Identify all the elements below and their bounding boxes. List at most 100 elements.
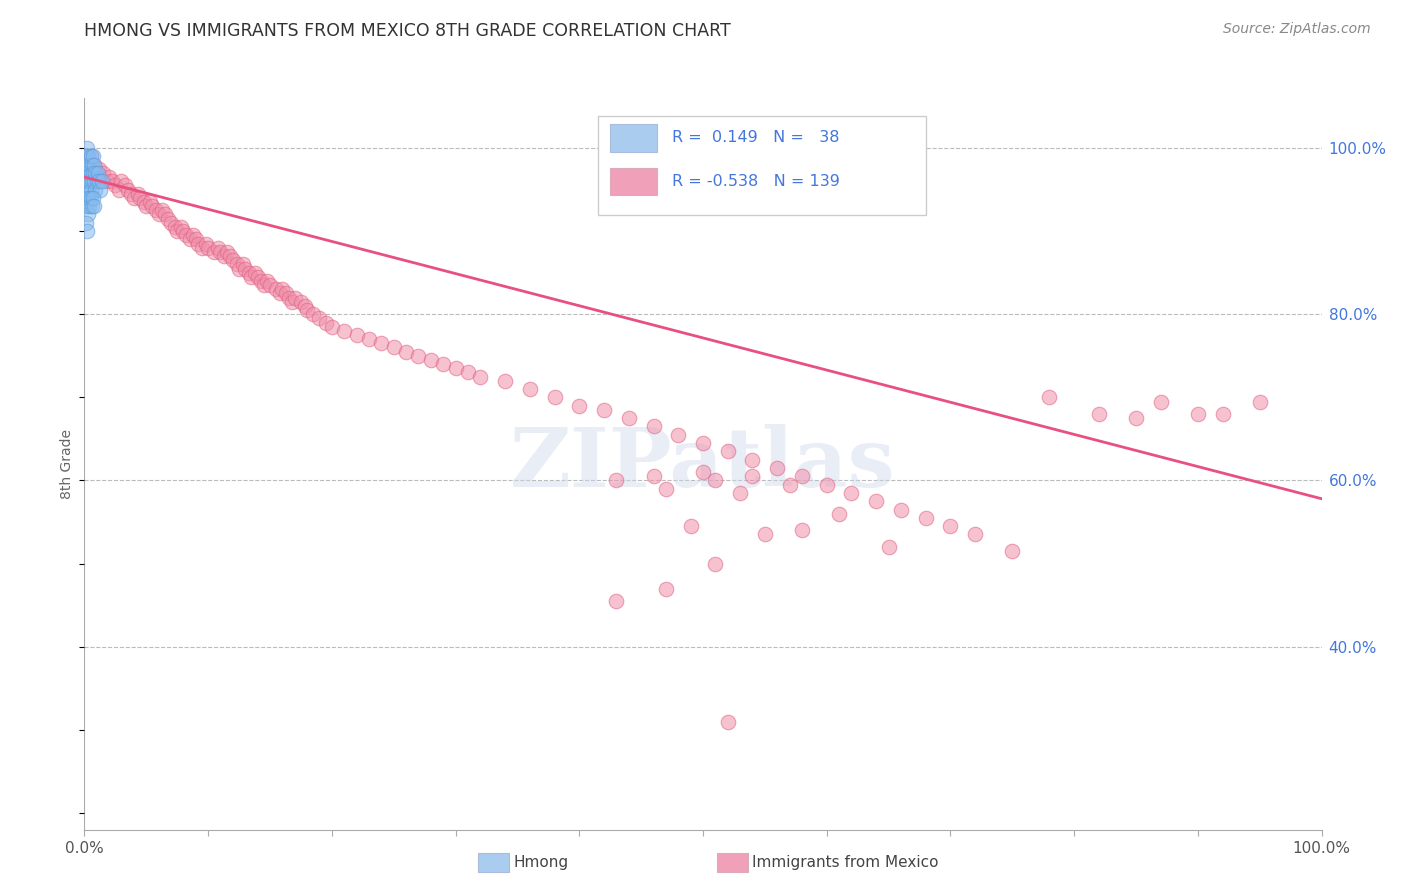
Point	[89, 183, 111, 197]
Point	[692, 465, 714, 479]
Point	[284, 291, 307, 305]
Point	[174, 228, 197, 243]
Point	[643, 419, 665, 434]
Point	[274, 286, 297, 301]
Point	[346, 328, 368, 343]
Point	[828, 507, 851, 521]
Point	[321, 319, 343, 334]
Point	[395, 344, 418, 359]
Point	[225, 257, 247, 271]
Point	[877, 540, 900, 554]
Point	[264, 282, 287, 296]
Point	[77, 183, 100, 197]
Point	[271, 282, 294, 296]
Point	[108, 183, 131, 197]
Point	[605, 474, 627, 488]
Text: R = -0.538   N = 139: R = -0.538 N = 139	[672, 174, 839, 189]
Point	[145, 203, 167, 218]
Point	[153, 207, 176, 221]
Point	[87, 166, 110, 180]
Point	[209, 244, 232, 259]
Point	[238, 266, 260, 280]
FancyBboxPatch shape	[610, 168, 657, 195]
Point	[89, 174, 111, 188]
Point	[779, 477, 801, 491]
Point	[815, 477, 838, 491]
Text: HMONG VS IMMIGRANTS FROM MEXICO 8TH GRADE CORRELATION CHART: HMONG VS IMMIGRANTS FROM MEXICO 8TH GRAD…	[84, 22, 731, 40]
Point	[1187, 407, 1209, 421]
Point	[519, 382, 541, 396]
Point	[865, 494, 887, 508]
Point	[457, 366, 479, 380]
Point	[939, 519, 962, 533]
Point	[141, 199, 163, 213]
Point	[187, 236, 209, 251]
Point	[80, 174, 103, 188]
Point	[543, 390, 565, 404]
Point	[605, 594, 627, 608]
Point	[643, 469, 665, 483]
Point	[253, 278, 276, 293]
Point	[617, 411, 640, 425]
Point	[382, 341, 405, 355]
Point	[114, 178, 136, 193]
Point	[568, 399, 591, 413]
Point	[790, 469, 813, 483]
Point	[1125, 411, 1147, 425]
Point	[148, 207, 170, 221]
Point	[77, 149, 100, 163]
Point	[243, 266, 266, 280]
Point	[741, 469, 763, 483]
Point	[100, 174, 122, 188]
Point	[302, 307, 325, 321]
Point	[79, 191, 101, 205]
Point	[150, 203, 173, 218]
Point	[135, 199, 157, 213]
Point	[666, 427, 689, 442]
Point	[76, 141, 98, 155]
Point	[76, 158, 98, 172]
Point	[82, 166, 104, 180]
Point	[98, 170, 121, 185]
Point	[83, 174, 105, 188]
Point	[228, 261, 250, 276]
Point	[84, 183, 107, 197]
Point	[184, 232, 207, 246]
Point	[408, 349, 430, 363]
Point	[704, 557, 727, 571]
Point	[965, 527, 987, 541]
Point	[281, 294, 304, 309]
Point	[194, 236, 217, 251]
Point	[593, 402, 616, 417]
Point	[290, 294, 312, 309]
Point	[76, 174, 98, 188]
Point	[728, 486, 751, 500]
Point	[83, 199, 105, 213]
Point	[80, 199, 103, 213]
Point	[277, 291, 299, 305]
Point	[250, 274, 273, 288]
Point	[117, 183, 139, 197]
Point	[89, 161, 111, 176]
Point	[166, 224, 188, 238]
Point	[77, 207, 100, 221]
Point	[79, 191, 101, 205]
Point	[256, 274, 278, 288]
Point	[212, 249, 235, 263]
Point	[75, 183, 97, 197]
Point	[741, 452, 763, 467]
Point	[914, 511, 936, 525]
Point	[315, 316, 337, 330]
Point	[76, 199, 98, 213]
Point	[790, 524, 813, 538]
Point	[191, 241, 214, 255]
Point	[470, 369, 492, 384]
Point	[219, 249, 242, 263]
Point	[83, 158, 105, 172]
Point	[75, 216, 97, 230]
Text: Hmong: Hmong	[513, 855, 568, 870]
Point	[294, 299, 316, 313]
Text: R =  0.149   N =   38: R = 0.149 N = 38	[672, 130, 839, 145]
Point	[269, 286, 291, 301]
Point	[122, 191, 145, 205]
